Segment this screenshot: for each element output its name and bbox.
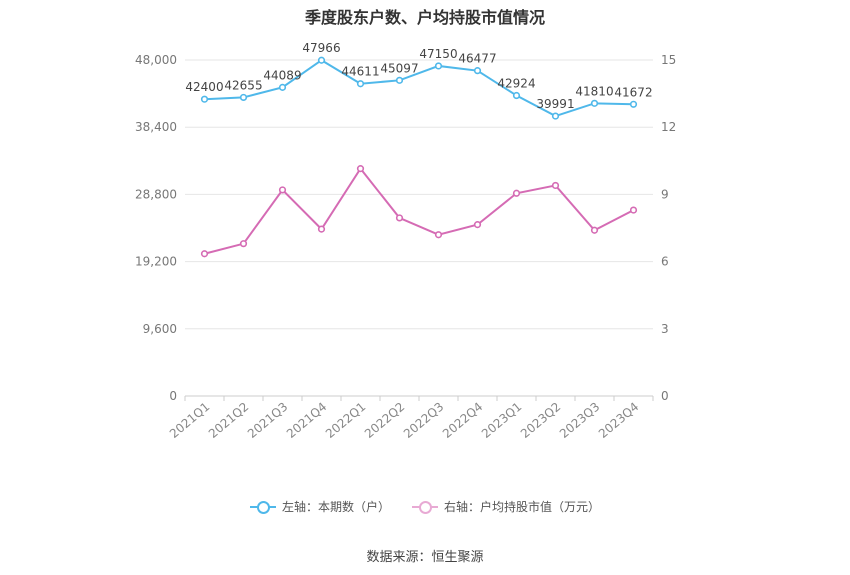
series-0-point — [239, 93, 248, 102]
series-0-point — [512, 91, 521, 100]
x-axis-tick-label: 2021Q1 — [167, 400, 212, 441]
data-label: 42655 — [224, 78, 262, 92]
series-0-point — [629, 100, 638, 108]
x-axis-tick-label: 2023Q2 — [518, 400, 563, 441]
x-axis-tick-label: 2023Q4 — [596, 400, 641, 441]
legend-item-avg-value[interactable]: 右轴：户均持股市值（万元） — [412, 498, 600, 515]
series-layer — [200, 56, 638, 258]
left-axis-tick-label: 19,200 — [135, 255, 177, 269]
series-line-1 — [204, 166, 634, 255]
legend: 左轴：本期数（户） 右轴：户均持股市值（万元） — [0, 498, 850, 515]
data-label: 42400 — [185, 80, 223, 94]
legend-swatch-households — [249, 500, 276, 514]
left-axis-tick-label: 9,600 — [143, 322, 177, 336]
series-0-point — [200, 95, 209, 103]
legend-item-households[interactable]: 左轴：本期数（户） — [249, 498, 390, 515]
legend-label-avg-value: 右轴：户均持股市值（万元） — [444, 500, 601, 514]
x-axis-tick-label: 2023Q1 — [479, 400, 524, 441]
right-axis-tick-label: 0 — [661, 389, 669, 403]
left-axis-tick-label: 48,000 — [135, 53, 177, 67]
data-label: 44611 — [341, 65, 379, 79]
right-axis-tick-label: 15 — [661, 53, 676, 67]
series-1-point — [590, 226, 599, 234]
data-label: 39991 — [536, 97, 574, 111]
data-label: 41672 — [614, 85, 652, 99]
data-label: 47150 — [419, 47, 457, 61]
series-0-point — [434, 62, 443, 70]
series-1-point — [356, 165, 365, 173]
data-label: 47966 — [302, 41, 340, 55]
source-note: 数据来源：恒生聚源 — [366, 550, 484, 565]
left-axis-tick-label: 0 — [169, 389, 177, 403]
series-line-0 — [204, 59, 634, 118]
series-1-point — [434, 231, 443, 239]
x-axis-tick-label: 2021Q2 — [206, 400, 251, 441]
data-label: 41810 — [575, 84, 613, 98]
series-0-point — [317, 56, 326, 64]
data-label: 44089 — [263, 68, 301, 82]
x-axis-tick-label: 2022Q1 — [323, 400, 368, 441]
x-axis-tick-label: 2022Q2 — [362, 400, 407, 441]
series-1-point — [317, 225, 326, 233]
legend-label-households: 左轴：本期数（户） — [281, 500, 390, 514]
right-axis-tick-label: 12 — [661, 120, 676, 134]
series-1-point — [239, 240, 248, 248]
x-axis-tick-label: 2021Q3 — [245, 400, 290, 441]
right-axis-tick-label: 3 — [661, 322, 669, 336]
data-label: 45097 — [380, 61, 418, 75]
series-0-point — [551, 112, 560, 120]
chart-title: 季度股东户数、户均持股市值情况 — [304, 8, 545, 27]
series-0-point — [473, 67, 482, 75]
series-1-point — [200, 250, 209, 258]
series-1-point — [278, 186, 287, 194]
x-axis-tick-label: 2023Q3 — [557, 400, 602, 441]
series-0-point — [590, 99, 599, 107]
legend-swatch-avg-value — [412, 500, 438, 514]
left-axis-tick-label: 38,400 — [135, 120, 177, 134]
series-1-point — [395, 214, 404, 222]
series-1-point — [551, 181, 560, 190]
data-label: 46477 — [458, 52, 496, 66]
series-1-point — [629, 206, 638, 214]
axis-layer: 0 0 9,600 3 19,200 6 28,800 9 38,400 12 48,000 15 20… — [135, 53, 676, 441]
series-1-point — [512, 189, 521, 197]
x-axis-tick-label: 2022Q4 — [440, 400, 485, 441]
data-label: 42924 — [497, 77, 535, 91]
left-axis-tick-label: 28,800 — [135, 187, 177, 201]
chart-plot: 0 0 9,600 3 19,200 6 28,800 9 38,400 12 48,000 15 20… — [135, 41, 676, 441]
series-1-point — [473, 221, 482, 229]
series-0-point — [395, 76, 404, 84]
x-axis-tick-label: 2022Q3 — [401, 400, 446, 441]
series-0-point — [356, 80, 365, 88]
right-axis-tick-label: 9 — [661, 187, 669, 201]
right-axis-tick-label: 6 — [661, 255, 669, 269]
x-axis-tick-label: 2021Q4 — [284, 400, 329, 441]
series-0-point — [278, 83, 287, 91]
